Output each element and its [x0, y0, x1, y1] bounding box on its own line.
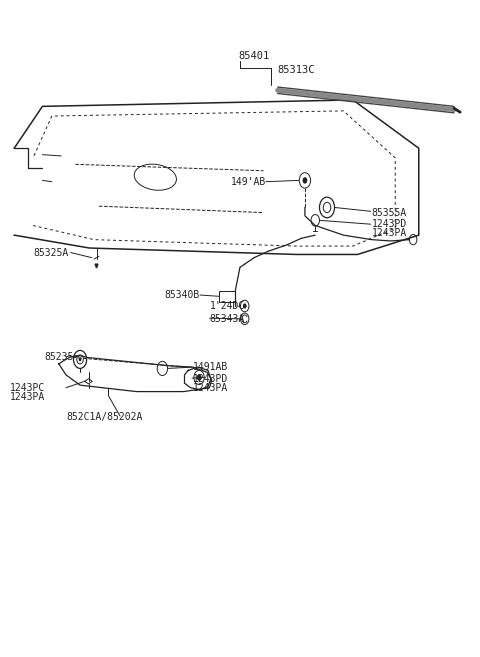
- Text: 85313C: 85313C: [277, 66, 315, 76]
- Circle shape: [197, 374, 202, 380]
- FancyBboxPatch shape: [219, 290, 235, 302]
- Text: 1243PA: 1243PA: [372, 228, 407, 238]
- Text: 1491AB: 1491AB: [193, 362, 228, 372]
- Text: 149'AB: 149'AB: [230, 177, 266, 187]
- Text: 1243PC: 1243PC: [10, 383, 45, 393]
- Text: 85325A: 85325A: [33, 248, 68, 258]
- Polygon shape: [95, 264, 98, 268]
- Text: 1243PA: 1243PA: [10, 392, 45, 402]
- Text: 85340B: 85340B: [165, 290, 200, 300]
- Text: 852C1A/85202A: 852C1A/85202A: [66, 413, 143, 422]
- Text: 1243PD: 1243PD: [372, 219, 407, 229]
- Circle shape: [243, 304, 247, 309]
- Text: 1243PD: 1243PD: [193, 374, 228, 384]
- Text: 85355A: 85355A: [372, 208, 407, 217]
- Circle shape: [79, 357, 82, 361]
- Text: 1243PA: 1243PA: [193, 384, 228, 394]
- Text: 85235: 85235: [45, 352, 74, 363]
- Circle shape: [302, 177, 307, 184]
- Text: 85401: 85401: [239, 51, 270, 61]
- Text: 1'24DC: 1'24DC: [209, 301, 245, 311]
- Text: 85343A: 85343A: [209, 314, 245, 324]
